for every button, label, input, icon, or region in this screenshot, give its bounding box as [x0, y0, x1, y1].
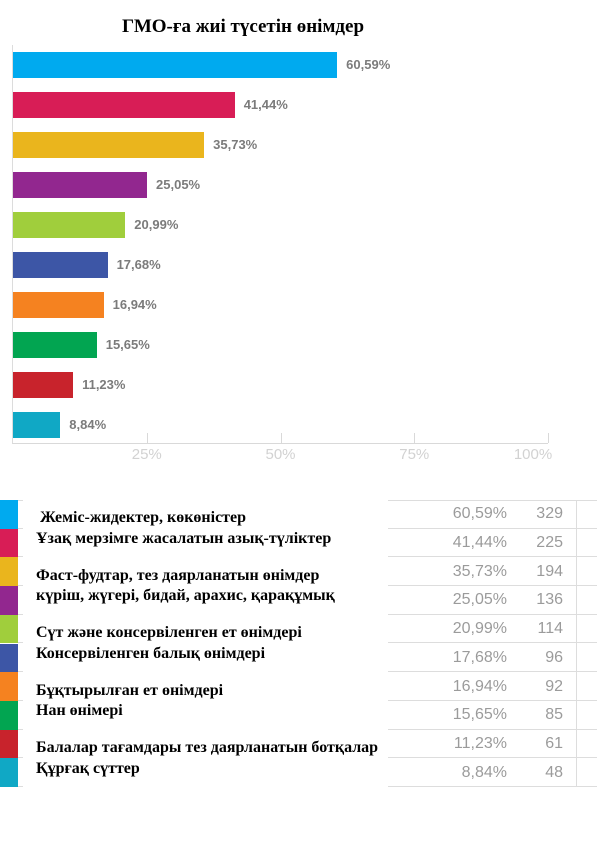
count-value: 61 — [545, 734, 563, 752]
percent-value: 25,05% — [452, 591, 507, 609]
percent-value: 17,68% — [452, 648, 507, 666]
bar-segment-9[interactable] — [13, 372, 74, 398]
axis-tick-label: 50% — [265, 446, 296, 463]
percent-value: 11,23% — [453, 734, 507, 752]
axis-tick — [280, 433, 282, 443]
legend-label: Фаст-фудтар, тез даярланатын өнімдер — [36, 566, 320, 584]
table-row: Жеміс-жидектер, көкөністер 60,59% 329 — [0, 500, 600, 529]
table-row: Фаст-фудтар, тез даярланатын өнімдер 35,7… — [0, 557, 600, 587]
axis-tick-label: 75% — [399, 446, 430, 463]
bar-row: 11,23% — [13, 372, 548, 398]
bar-segment-3[interactable] — [13, 132, 205, 158]
bar-row: 25,05% — [13, 172, 548, 198]
count-value: 114 — [537, 620, 563, 638]
bar-value-label: 16,94% — [112, 297, 157, 312]
percent-value: 15,65% — [452, 706, 507, 724]
count-value: 329 — [536, 505, 563, 523]
bar-value-label: 60,59% — [346, 57, 391, 72]
legend-color-swatch — [0, 672, 18, 701]
axis-tick — [548, 433, 549, 443]
bar-row: 20,99% — [13, 212, 548, 238]
legend-label: Нан өнімері — [36, 702, 123, 720]
bar-segment-5[interactable] — [13, 212, 126, 238]
table-row: Нан өнімері 15,65% 85 — [0, 700, 600, 730]
bar-value-label: 15,65% — [105, 337, 150, 352]
chart-title: ГМО-ға жиі түсетін өнімдер — [121, 16, 365, 37]
bar-row: 41,44% — [13, 92, 548, 118]
bar-row: 15,65% — [13, 332, 548, 358]
legend-table: Жеміс-жидектер, көкөністер 60,59% 329 Ұзақ … — [0, 500, 600, 787]
legend-color-swatch — [0, 528, 18, 558]
percent-value: 35,73% — [452, 562, 507, 580]
bar-value-label: 20,99% — [134, 217, 179, 232]
bar-segment-10[interactable] — [13, 412, 61, 438]
bar-value-label: 41,44% — [243, 97, 288, 112]
bar-row: 60,59% — [13, 52, 548, 78]
axis-tick-label: 100% — [513, 446, 553, 463]
legend-color-swatch — [0, 700, 18, 730]
axis-tick — [146, 433, 148, 443]
bar-segment-8[interactable] — [13, 332, 97, 358]
legend-label: Консервіленген балық өнімдері — [36, 644, 266, 662]
table-row: күріш, жүгері, бидай, арахис, қарақұмық 2… — [0, 586, 600, 615]
legend-label: Жеміс-жидектер, көкөністер — [36, 509, 247, 527]
legend-color-swatch — [0, 758, 18, 787]
bar-row: 8,84% — [13, 412, 548, 438]
bar-value-label: 17,68% — [116, 257, 161, 272]
percent-value: 8,84% — [461, 763, 507, 781]
table-row: Құрғақ сүттер 8,84% 48 — [0, 758, 600, 787]
count-value: 96 — [545, 648, 563, 666]
legend-label: күріш, жүгері, бидай, арахис, қарақұмық — [36, 587, 335, 605]
table-row: Бұқтырылған ет өнімдері 16,94% 92 — [0, 672, 600, 701]
bar-segment-7[interactable] — [13, 292, 104, 318]
table-row: Консервіленген балық өнімдері 17,68% 96 — [0, 643, 600, 673]
table-row: Сүт және консервіленген ет өнімдері 20,99… — [0, 614, 600, 644]
count-value: 194 — [536, 562, 563, 580]
bar-segment-6[interactable] — [13, 252, 108, 278]
legend-color-swatch — [0, 557, 18, 587]
bar-segment-2[interactable] — [13, 92, 235, 118]
legend-label: Бұқтырылған ет өнімдері — [36, 681, 224, 699]
bar-row: 35,73% — [13, 132, 548, 158]
bar-value-label: 11,23% — [82, 377, 126, 392]
table-grid-vline — [576, 500, 577, 787]
legend-label: Ұзақ мерзімге жасалатын азық-түліктер — [36, 530, 332, 548]
axis-tick-label: 25% — [131, 446, 162, 463]
table-row: Ұзақ мерзімге жасалатын азық-түліктер 41,… — [0, 528, 600, 558]
bar-value-label: 8,84% — [69, 417, 107, 432]
percent-value: 20,99% — [452, 620, 507, 638]
percent-value: 16,94% — [452, 677, 507, 695]
percent-value: 60,59% — [452, 505, 507, 523]
legend-label: Құрғақ сүттер — [36, 759, 140, 777]
legend-label: Балалар тағамдары тез даярланатын ботқал… — [36, 738, 379, 756]
bar-value-label: 35,73% — [213, 137, 258, 152]
table-row: Балалар тағамдары тез даярланатын ботқал… — [0, 729, 600, 759]
legend-label: Сүт және консервіленген ет өнімдері — [36, 624, 302, 642]
count-value: 92 — [545, 677, 563, 695]
count-value: 85 — [545, 706, 563, 724]
plot-area: 60,59% 41,44% 35,73% 25,05% 20,99% 17,68% 16,9… — [12, 45, 552, 463]
legend-color-swatch — [0, 614, 18, 644]
legend-color-swatch — [0, 643, 18, 673]
bar-segment-1[interactable] — [13, 52, 338, 78]
count-value: 136 — [536, 591, 563, 609]
axis-tick — [414, 433, 416, 443]
bar-segment-4[interactable] — [13, 172, 148, 198]
count-value: 48 — [545, 763, 563, 781]
bar-row: 16,94% — [13, 292, 548, 318]
count-value: 225 — [536, 534, 563, 552]
bar-row: 17,68% — [13, 252, 548, 278]
legend-color-swatch — [0, 500, 18, 529]
bar-value-label: 25,05% — [156, 177, 201, 192]
legend-color-swatch — [0, 729, 18, 759]
percent-value: 41,44% — [452, 534, 507, 552]
legend-color-swatch — [0, 586, 18, 615]
